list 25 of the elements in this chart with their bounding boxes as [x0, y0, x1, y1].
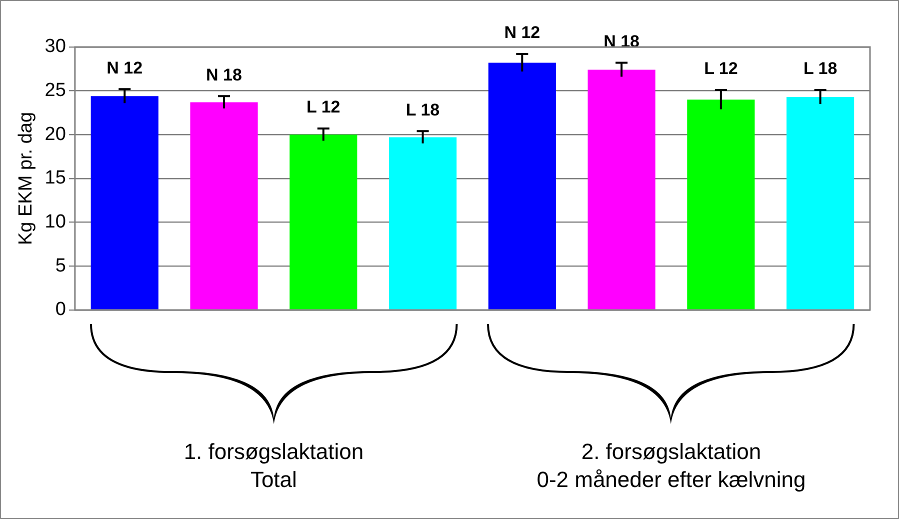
y-tick-label: 10 [44, 212, 66, 233]
y-axis-title: Kg EKM pr. dag [16, 112, 37, 246]
x-tick-label: N 18 [206, 65, 242, 84]
bar [488, 62, 556, 310]
bar [190, 102, 258, 310]
bar [588, 70, 656, 310]
bar [687, 100, 755, 310]
x-tick-label: L 18 [803, 59, 838, 78]
y-tick-label: 0 [55, 299, 66, 320]
bar [388, 137, 457, 310]
bar [786, 96, 854, 310]
text: 1. forsøgslaktation Total [182, 438, 365, 494]
text: 2. forsøgslaktation 0-2 måneder efter kælvning [536, 438, 807, 494]
y-tick-label: 15 [44, 168, 66, 189]
x-tick-label: L 12 [704, 59, 738, 78]
y-tick-label: 5 [55, 255, 66, 276]
bar [290, 134, 358, 310]
y-tick-label: 20 [44, 124, 66, 145]
y-tick-label: 30 [44, 36, 66, 58]
x-tick-label: N 12 [504, 23, 540, 42]
x-tick-label: N 12 [106, 58, 143, 78]
bar [90, 96, 158, 310]
y-tick-label: 25 [44, 80, 66, 102]
x-tick-label: L 18 [406, 100, 440, 120]
x-tick-label: L 12 [306, 98, 340, 117]
